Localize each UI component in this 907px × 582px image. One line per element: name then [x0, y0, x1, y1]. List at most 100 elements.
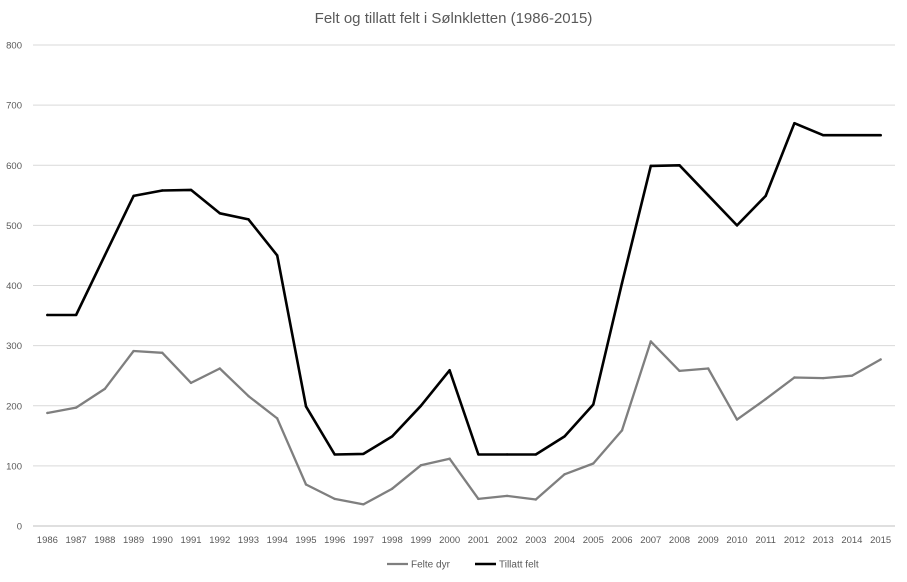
- data-point: [103, 254, 107, 257]
- data-point: [649, 340, 652, 343]
- data-point: [247, 218, 250, 221]
- data-point: [419, 404, 423, 407]
- x-tick-label: 1991: [180, 535, 201, 546]
- data-point: [304, 483, 308, 486]
- data-point: [505, 494, 509, 498]
- data-point: [649, 164, 652, 168]
- data-point: [850, 133, 854, 137]
- data-point: [793, 121, 796, 125]
- x-tick-label: 2004: [554, 535, 575, 546]
- x-tick-label: 2008: [669, 535, 690, 546]
- data-point: [103, 387, 107, 391]
- x-tick-label: 2000: [439, 535, 460, 546]
- x-tick-label: 2005: [583, 535, 604, 546]
- data-point: [74, 313, 78, 317]
- y-tick-label: 800: [6, 41, 22, 52]
- x-tick-label: 1992: [209, 535, 230, 546]
- y-tick-label: 500: [6, 221, 22, 232]
- y-tick-label: 600: [6, 161, 22, 172]
- chart-title: Felt og tillatt felt i Sølnkletten (1986…: [314, 10, 593, 27]
- series-lines: [46, 121, 882, 506]
- data-point: [189, 381, 193, 385]
- data-point: [132, 194, 135, 198]
- data-point: [448, 369, 451, 372]
- x-tick-label: 2007: [640, 535, 661, 546]
- legend-label: Felte dyr: [411, 560, 451, 571]
- legend-label: Tillatt felt: [499, 560, 539, 571]
- data-point: [218, 212, 221, 215]
- x-tick-label: 1995: [295, 535, 316, 546]
- data-point: [218, 367, 221, 370]
- x-tick-label: 2011: [755, 535, 775, 546]
- x-tick-label: 2003: [525, 535, 546, 546]
- data-point: [362, 503, 365, 506]
- data-point: [46, 313, 49, 317]
- data-point: [276, 254, 279, 257]
- y-tick-label: 200: [6, 401, 22, 412]
- data-point: [534, 498, 538, 501]
- gridlines: [33, 44, 895, 527]
- data-point: [505, 453, 509, 456]
- data-point: [563, 435, 566, 438]
- data-point: [390, 487, 394, 490]
- series-line-tillatt-felt: [46, 121, 882, 456]
- data-point: [793, 376, 796, 379]
- data-point: [247, 394, 250, 398]
- x-tick-label: 2010: [726, 535, 747, 546]
- data-point: [333, 497, 336, 501]
- x-tick-label: 1987: [66, 535, 87, 546]
- data-point: [592, 403, 595, 406]
- data-point: [707, 367, 710, 370]
- y-tick-label: 700: [6, 101, 22, 112]
- data-point: [678, 369, 681, 373]
- data-point: [678, 164, 681, 167]
- data-point: [592, 462, 595, 465]
- data-point: [764, 194, 767, 198]
- y-tick-label: 400: [6, 281, 22, 292]
- x-tick-label: 1990: [152, 535, 173, 546]
- y-axis-ticks: 0 100 200 300 400 500 600 700 800: [6, 41, 22, 533]
- x-tick-label: 1996: [324, 535, 345, 546]
- data-point: [879, 358, 882, 361]
- y-tick-label: 100: [6, 461, 22, 472]
- data-point: [132, 349, 135, 353]
- x-tick-label: 2012: [784, 535, 805, 546]
- data-point: [189, 188, 193, 192]
- data-point: [707, 194, 710, 197]
- data-point: [390, 435, 394, 438]
- x-tick-label: 1986: [37, 535, 58, 546]
- legend: Felte dyr Tillatt felt: [387, 560, 539, 571]
- data-point: [735, 418, 739, 421]
- data-point: [333, 453, 336, 456]
- data-point: [850, 374, 854, 377]
- data-point: [821, 376, 825, 380]
- x-tick-label: 2009: [698, 535, 719, 546]
- x-tick-label: 1988: [94, 535, 115, 546]
- series-line-felte-dyr: [46, 340, 882, 506]
- data-point: [735, 224, 739, 227]
- data-point: [74, 406, 78, 409]
- data-point: [161, 189, 164, 192]
- x-tick-label: 2013: [813, 535, 834, 546]
- y-tick-label: 300: [6, 341, 22, 352]
- data-point: [879, 133, 882, 137]
- x-tick-label: 2006: [611, 535, 632, 546]
- x-tick-label: 1989: [123, 535, 144, 546]
- data-point: [161, 351, 164, 355]
- data-point: [419, 464, 423, 467]
- data-point: [821, 133, 825, 137]
- data-point: [304, 405, 308, 408]
- data-point: [620, 429, 624, 432]
- data-point: [534, 453, 538, 456]
- data-point: [620, 281, 624, 285]
- data-point: [362, 452, 365, 456]
- data-point: [448, 457, 451, 460]
- x-tick-label: 1999: [410, 535, 431, 546]
- x-tick-label: 1997: [353, 535, 374, 546]
- data-point: [563, 473, 566, 476]
- x-axis-ticks: 1986 1987 1988 1989 1990 1991 1992 1993 1994 1995…: [37, 535, 891, 546]
- x-tick-label: 1993: [238, 535, 259, 546]
- y-tick-label: 0: [17, 522, 22, 533]
